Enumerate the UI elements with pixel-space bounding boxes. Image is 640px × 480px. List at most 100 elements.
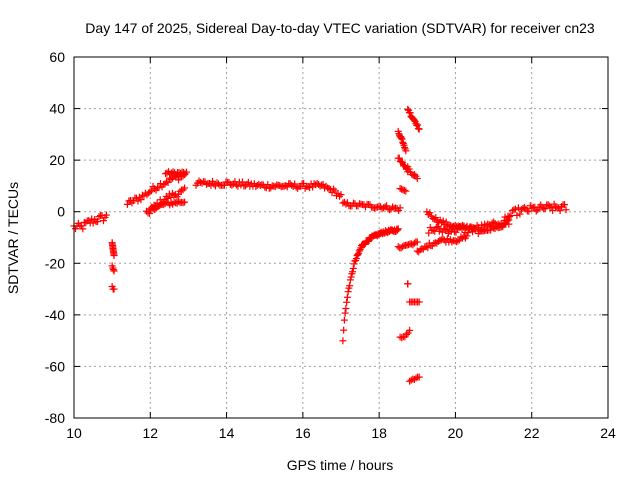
- x-axis-label: GPS time / hours: [287, 457, 394, 473]
- data-point: [413, 247, 421, 255]
- data-point: [442, 218, 450, 226]
- x-tick-label: 10: [66, 425, 82, 441]
- data-point: [458, 225, 466, 233]
- data-point: [525, 207, 533, 215]
- data-point: [355, 247, 363, 255]
- data-point: [528, 204, 536, 212]
- data-point: [556, 207, 564, 215]
- data-point: [151, 206, 159, 214]
- data-point: [395, 154, 403, 162]
- data-point: [283, 183, 291, 191]
- data-point: [467, 223, 475, 231]
- plot-frame: [73, 56, 609, 419]
- data-point: [318, 181, 326, 189]
- data-point: [341, 309, 349, 317]
- data-point: [102, 211, 110, 219]
- data-point: [398, 135, 406, 143]
- data-point: [306, 184, 314, 192]
- data-point: [364, 237, 372, 245]
- data-point: [354, 251, 362, 259]
- data-point: [479, 227, 487, 235]
- data-point: [181, 170, 189, 178]
- data-point: [176, 187, 184, 195]
- data-point: [328, 189, 336, 197]
- data-point: [155, 202, 163, 210]
- data-point: [415, 125, 423, 133]
- data-point: [397, 134, 405, 142]
- data-point: [343, 199, 351, 207]
- data-point: [347, 273, 355, 281]
- x-tick-label: 16: [295, 425, 311, 441]
- data-point: [389, 203, 397, 211]
- data-point: [356, 246, 364, 254]
- data-point: [402, 331, 410, 339]
- data-point: [507, 212, 515, 220]
- data-point: [288, 181, 296, 189]
- data-point: [552, 203, 560, 211]
- data-point: [99, 217, 107, 225]
- y-tick-label: 20: [49, 152, 65, 168]
- data-point: [276, 182, 284, 190]
- data-point: [175, 176, 183, 184]
- data-point: [405, 165, 413, 173]
- data-point: [88, 215, 96, 223]
- data-point: [183, 168, 191, 176]
- data-point: [485, 226, 493, 234]
- data-point: [404, 105, 412, 113]
- data-point: [346, 282, 354, 290]
- data-point: [220, 181, 228, 189]
- data-point: [511, 205, 519, 213]
- data-point: [155, 184, 163, 192]
- data-point: [165, 190, 173, 198]
- data-point: [181, 198, 189, 206]
- data-point: [443, 235, 451, 243]
- y-tick-label: 60: [49, 49, 65, 65]
- data-point: [460, 233, 468, 241]
- data-point: [146, 209, 154, 217]
- data-point: [179, 186, 187, 194]
- data-point: [546, 202, 554, 210]
- data-point: [410, 239, 418, 247]
- data-point: [402, 147, 410, 155]
- data-point: [401, 162, 409, 170]
- data-point: [89, 219, 97, 227]
- data-point: [541, 205, 549, 213]
- data-point: [407, 376, 415, 384]
- data-point: [399, 243, 407, 251]
- data-point: [532, 207, 540, 215]
- data-point: [238, 178, 246, 186]
- data-point: [434, 237, 442, 245]
- data-point: [503, 217, 511, 225]
- data-point: [549, 206, 557, 214]
- data-point: [398, 334, 406, 342]
- data-point: [203, 180, 211, 188]
- data-point: [349, 264, 357, 272]
- data-point: [207, 181, 215, 189]
- data-point: [426, 209, 434, 217]
- data-point: [170, 191, 178, 199]
- data-point: [95, 213, 103, 221]
- data-point: [264, 181, 272, 189]
- data-point: [478, 221, 486, 229]
- data-point: [94, 218, 102, 226]
- x-tick-label: 22: [524, 425, 540, 441]
- data-point: [440, 225, 448, 233]
- data-point: [447, 227, 455, 235]
- data-point: [343, 293, 351, 301]
- data-point: [406, 109, 414, 117]
- data-point: [513, 211, 521, 219]
- y-tick-label: 0: [57, 204, 65, 220]
- data-point: [396, 204, 404, 212]
- data-point: [413, 238, 421, 246]
- data-point: [110, 252, 118, 260]
- data-point: [432, 223, 440, 231]
- data-point: [561, 201, 569, 209]
- data-point: [167, 175, 175, 183]
- data-point: [432, 214, 440, 222]
- data-point: [452, 228, 460, 236]
- data-point: [508, 207, 516, 215]
- y-axis-label: SDTVAR / TECUs: [5, 182, 21, 294]
- data-point: [416, 246, 424, 254]
- data-point: [256, 181, 264, 189]
- y-tick-label: 40: [49, 101, 65, 117]
